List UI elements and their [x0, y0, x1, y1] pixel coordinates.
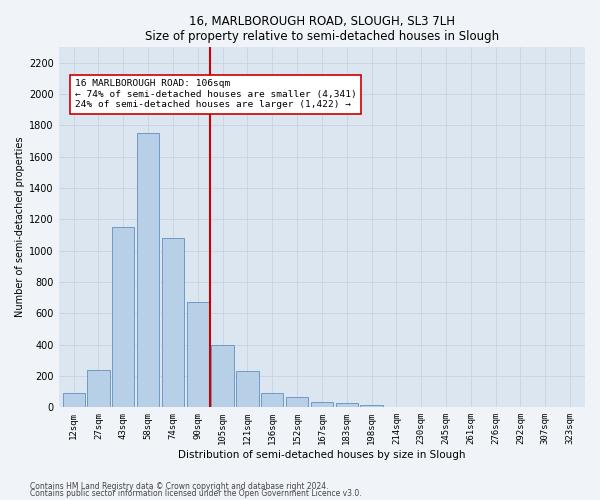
Bar — [286, 397, 308, 407]
Bar — [361, 404, 383, 407]
Y-axis label: Number of semi-detached properties: Number of semi-detached properties — [15, 137, 25, 318]
Bar — [236, 372, 259, 408]
Bar — [112, 227, 134, 408]
Bar — [88, 370, 110, 408]
Bar — [335, 404, 358, 407]
Bar — [187, 302, 209, 408]
Text: 16 MARLBOROUGH ROAD: 106sqm
← 74% of semi-detached houses are smaller (4,341)
24: 16 MARLBOROUGH ROAD: 106sqm ← 74% of sem… — [74, 80, 356, 109]
Bar — [62, 393, 85, 407]
Text: Contains HM Land Registry data © Crown copyright and database right 2024.: Contains HM Land Registry data © Crown c… — [30, 482, 329, 491]
Bar — [162, 238, 184, 408]
Bar — [261, 393, 283, 407]
X-axis label: Distribution of semi-detached houses by size in Slough: Distribution of semi-detached houses by … — [178, 450, 466, 460]
Bar — [311, 402, 333, 407]
Bar — [211, 344, 234, 408]
Text: Contains public sector information licensed under the Open Government Licence v3: Contains public sector information licen… — [30, 489, 362, 498]
Title: 16, MARLBOROUGH ROAD, SLOUGH, SL3 7LH
Size of property relative to semi-detached: 16, MARLBOROUGH ROAD, SLOUGH, SL3 7LH Si… — [145, 15, 499, 43]
Bar — [137, 133, 160, 407]
